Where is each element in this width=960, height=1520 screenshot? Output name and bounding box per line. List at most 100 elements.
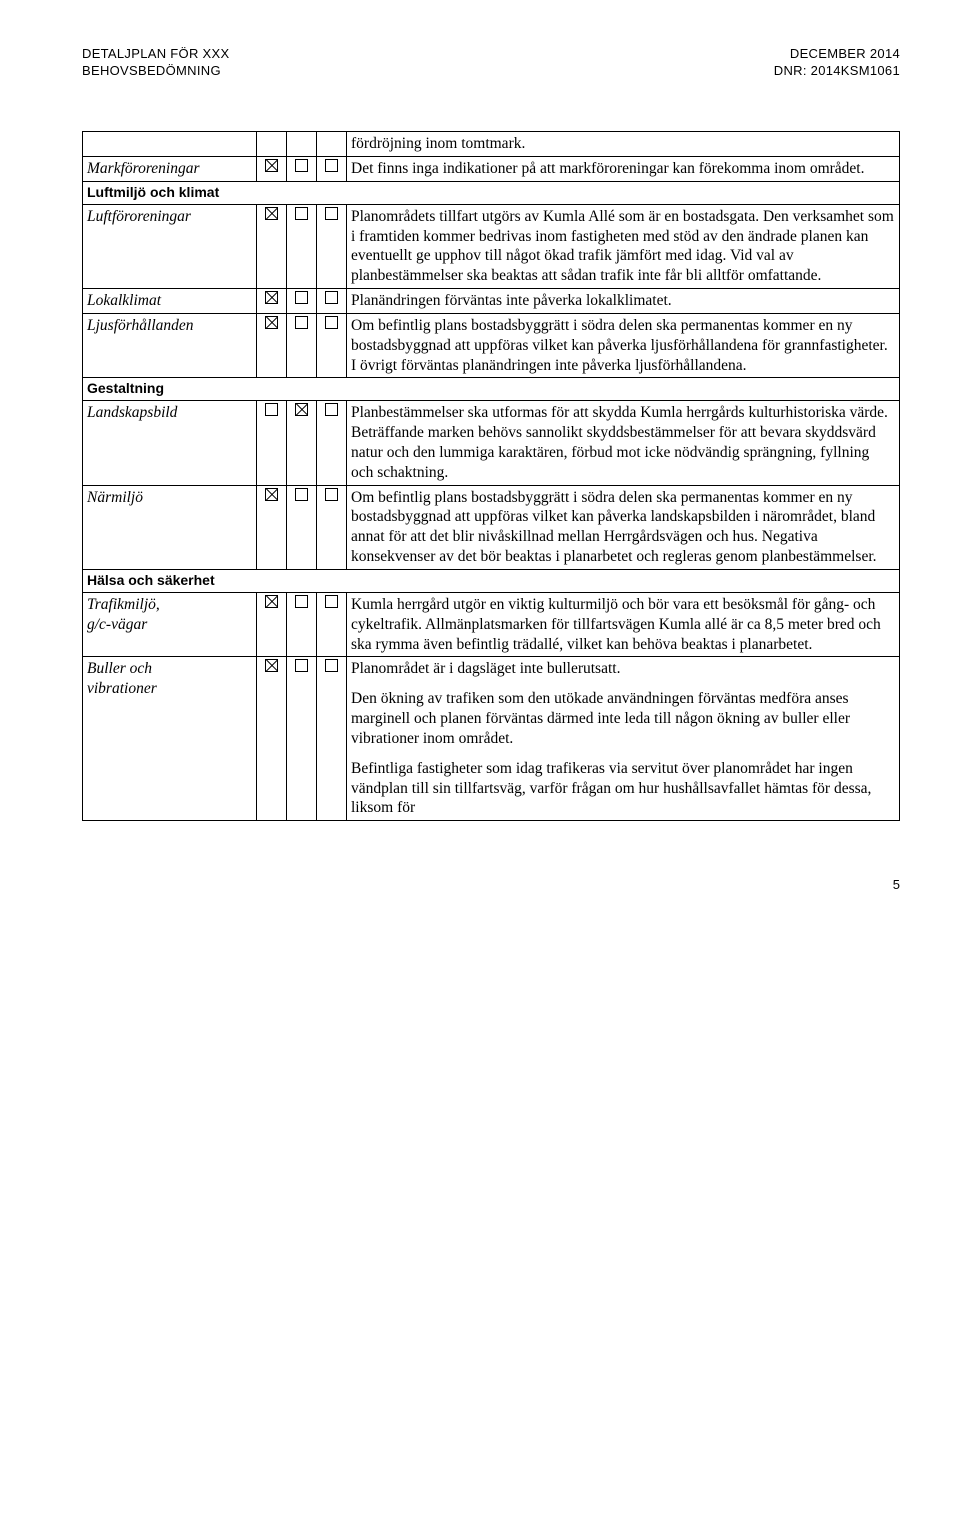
checkbox-cell (257, 313, 287, 377)
description-text: Om befintlig plans bostadsbyggrätt i söd… (351, 316, 895, 375)
row-label: Landskapsbild (83, 401, 257, 485)
header-left-line2: BEHOVSBEDÖMNING (82, 63, 229, 80)
checkbox-cell (287, 132, 317, 157)
checkbox-cell (287, 157, 317, 182)
checkbox-cell (317, 657, 347, 821)
description-cell: Planändringen förväntas inte påverka lok… (347, 289, 900, 314)
checkbox-checked-icon (265, 659, 278, 672)
description-text: Planområdets tillfart utgörs av Kumla Al… (351, 207, 895, 286)
checkbox-unchecked-icon (325, 291, 338, 304)
section-heading: Luftmiljö och klimat (83, 181, 900, 204)
table-row: Ljusförhållanden Om befintlig plans bosta… (83, 313, 900, 377)
description-text: Planbestämmelser ska utformas för att sk… (351, 403, 895, 482)
checkbox-cell (257, 657, 287, 821)
description-cell: Planområdets tillfart utgörs av Kumla Al… (347, 204, 900, 288)
checkbox-cell (257, 204, 287, 288)
table-row: Luftföroreningar Planområdets tillfart ut… (83, 204, 900, 288)
checkbox-cell (257, 157, 287, 182)
checkbox-unchecked-icon (295, 595, 308, 608)
description-cell: Kumla herrgård utgör en viktig kulturmil… (347, 592, 900, 656)
checkbox-unchecked-icon (325, 595, 338, 608)
checkbox-cell (257, 289, 287, 314)
section-heading: Hälsa och säkerhet (83, 569, 900, 592)
checkbox-cell (317, 592, 347, 656)
checkbox-cell (317, 132, 347, 157)
description-cell: Planbestämmelser ska utformas för att sk… (347, 401, 900, 485)
table-row: Markföroreningar Det finns inga indikatio… (83, 157, 900, 182)
description-text: Planändringen förväntas inte påverka lok… (351, 291, 895, 311)
checkbox-cell (257, 401, 287, 485)
description-text: Om befintlig plans bostadsbyggrätt i söd… (351, 488, 895, 567)
checkbox-unchecked-icon (325, 488, 338, 501)
table-row: Landskapsbild Planbestämmelser ska utform… (83, 401, 900, 485)
checkbox-checked-icon (265, 207, 278, 220)
header-right-line2: DNR: 2014KSM1061 (774, 63, 900, 80)
description-cell: fördröjning inom tomtmark. (347, 132, 900, 157)
section-heading: Gestaltning (83, 378, 900, 401)
checkbox-unchecked-icon (325, 659, 338, 672)
label-cell (83, 132, 257, 157)
checkbox-cell (317, 313, 347, 377)
row-label: Luftföroreningar (83, 204, 257, 288)
checkbox-unchecked-icon (325, 207, 338, 220)
description-cell: Om befintlig plans bostadsbyggrätt i söd… (347, 313, 900, 377)
row-label: Ljusförhållanden (83, 313, 257, 377)
checkbox-unchecked-icon (295, 207, 308, 220)
checkbox-cell (257, 485, 287, 569)
checkbox-unchecked-icon (325, 316, 338, 329)
checkbox-checked-icon (265, 488, 278, 501)
table-row: Närmiljö Om befintlig plans bostadsbyggrä… (83, 485, 900, 569)
checkbox-cell (287, 313, 317, 377)
checkbox-checked-icon (265, 159, 278, 172)
checkbox-checked-icon (265, 291, 278, 304)
checkbox-cell (287, 204, 317, 288)
checkbox-checked-icon (265, 595, 278, 608)
checkbox-cell (287, 401, 317, 485)
checkbox-cell (287, 657, 317, 821)
checkbox-unchecked-icon (325, 159, 338, 172)
table-row: fördröjning inom tomtmark. (83, 132, 900, 157)
table-row: Trafikmiljö,g/c-vägar Kumla herrgård utgö… (83, 592, 900, 656)
header-right: DECEMBER 2014 DNR: 2014KSM1061 (774, 46, 900, 79)
row-label: Markföroreningar (83, 157, 257, 182)
description-text: Det finns inga indikationer på att markf… (351, 159, 895, 179)
table-row: Lokalklimat Planändringen förväntas inte … (83, 289, 900, 314)
page-header: DETALJPLAN FÖR XXX BEHOVSBEDÖMNING DECEM… (82, 46, 900, 79)
checkbox-unchecked-icon (295, 659, 308, 672)
checkbox-cell (317, 289, 347, 314)
table-row: Hälsa och säkerhet (83, 569, 900, 592)
checkbox-cell (257, 132, 287, 157)
page-number: 5 (82, 877, 900, 894)
description-text: fördröjning inom tomtmark. (351, 134, 895, 154)
checkbox-cell (317, 204, 347, 288)
description-text: Planområdet är i dagsläget inte bullerut… (351, 659, 895, 679)
table-row: Buller ochvibrationer Planområdet är i da… (83, 657, 900, 821)
checkbox-cell (317, 485, 347, 569)
table-row: Luftmiljö och klimat (83, 181, 900, 204)
row-label: Närmiljö (83, 485, 257, 569)
row-label: Buller ochvibrationer (83, 657, 257, 821)
description-text: Den ökning av trafiken som den utökade a… (351, 689, 895, 748)
checkbox-unchecked-icon (265, 403, 278, 416)
row-label: Trafikmiljö,g/c-vägar (83, 592, 257, 656)
description-text: Kumla herrgård utgör en viktig kulturmil… (351, 595, 895, 654)
row-label: Lokalklimat (83, 289, 257, 314)
checkbox-unchecked-icon (295, 316, 308, 329)
checkbox-cell (287, 289, 317, 314)
header-left: DETALJPLAN FÖR XXX BEHOVSBEDÖMNING (82, 46, 229, 79)
description-cell: Om befintlig plans bostadsbyggrätt i söd… (347, 485, 900, 569)
description-text: Befintliga fastigheter som idag trafiker… (351, 759, 895, 818)
checkbox-cell (287, 592, 317, 656)
table-row: Gestaltning (83, 378, 900, 401)
checkbox-cell (317, 157, 347, 182)
checkbox-cell (287, 485, 317, 569)
checkbox-checked-icon (295, 403, 308, 416)
assessment-table: fördröjning inom tomtmark. Markförorening… (82, 131, 900, 821)
header-left-line1: DETALJPLAN FÖR XXX (82, 46, 229, 63)
description-cell: Det finns inga indikationer på att markf… (347, 157, 900, 182)
description-cell: Planområdet är i dagsläget inte bullerut… (347, 657, 900, 821)
header-right-line1: DECEMBER 2014 (774, 46, 900, 63)
checkbox-unchecked-icon (295, 488, 308, 501)
checkbox-cell (317, 401, 347, 485)
checkbox-unchecked-icon (295, 291, 308, 304)
